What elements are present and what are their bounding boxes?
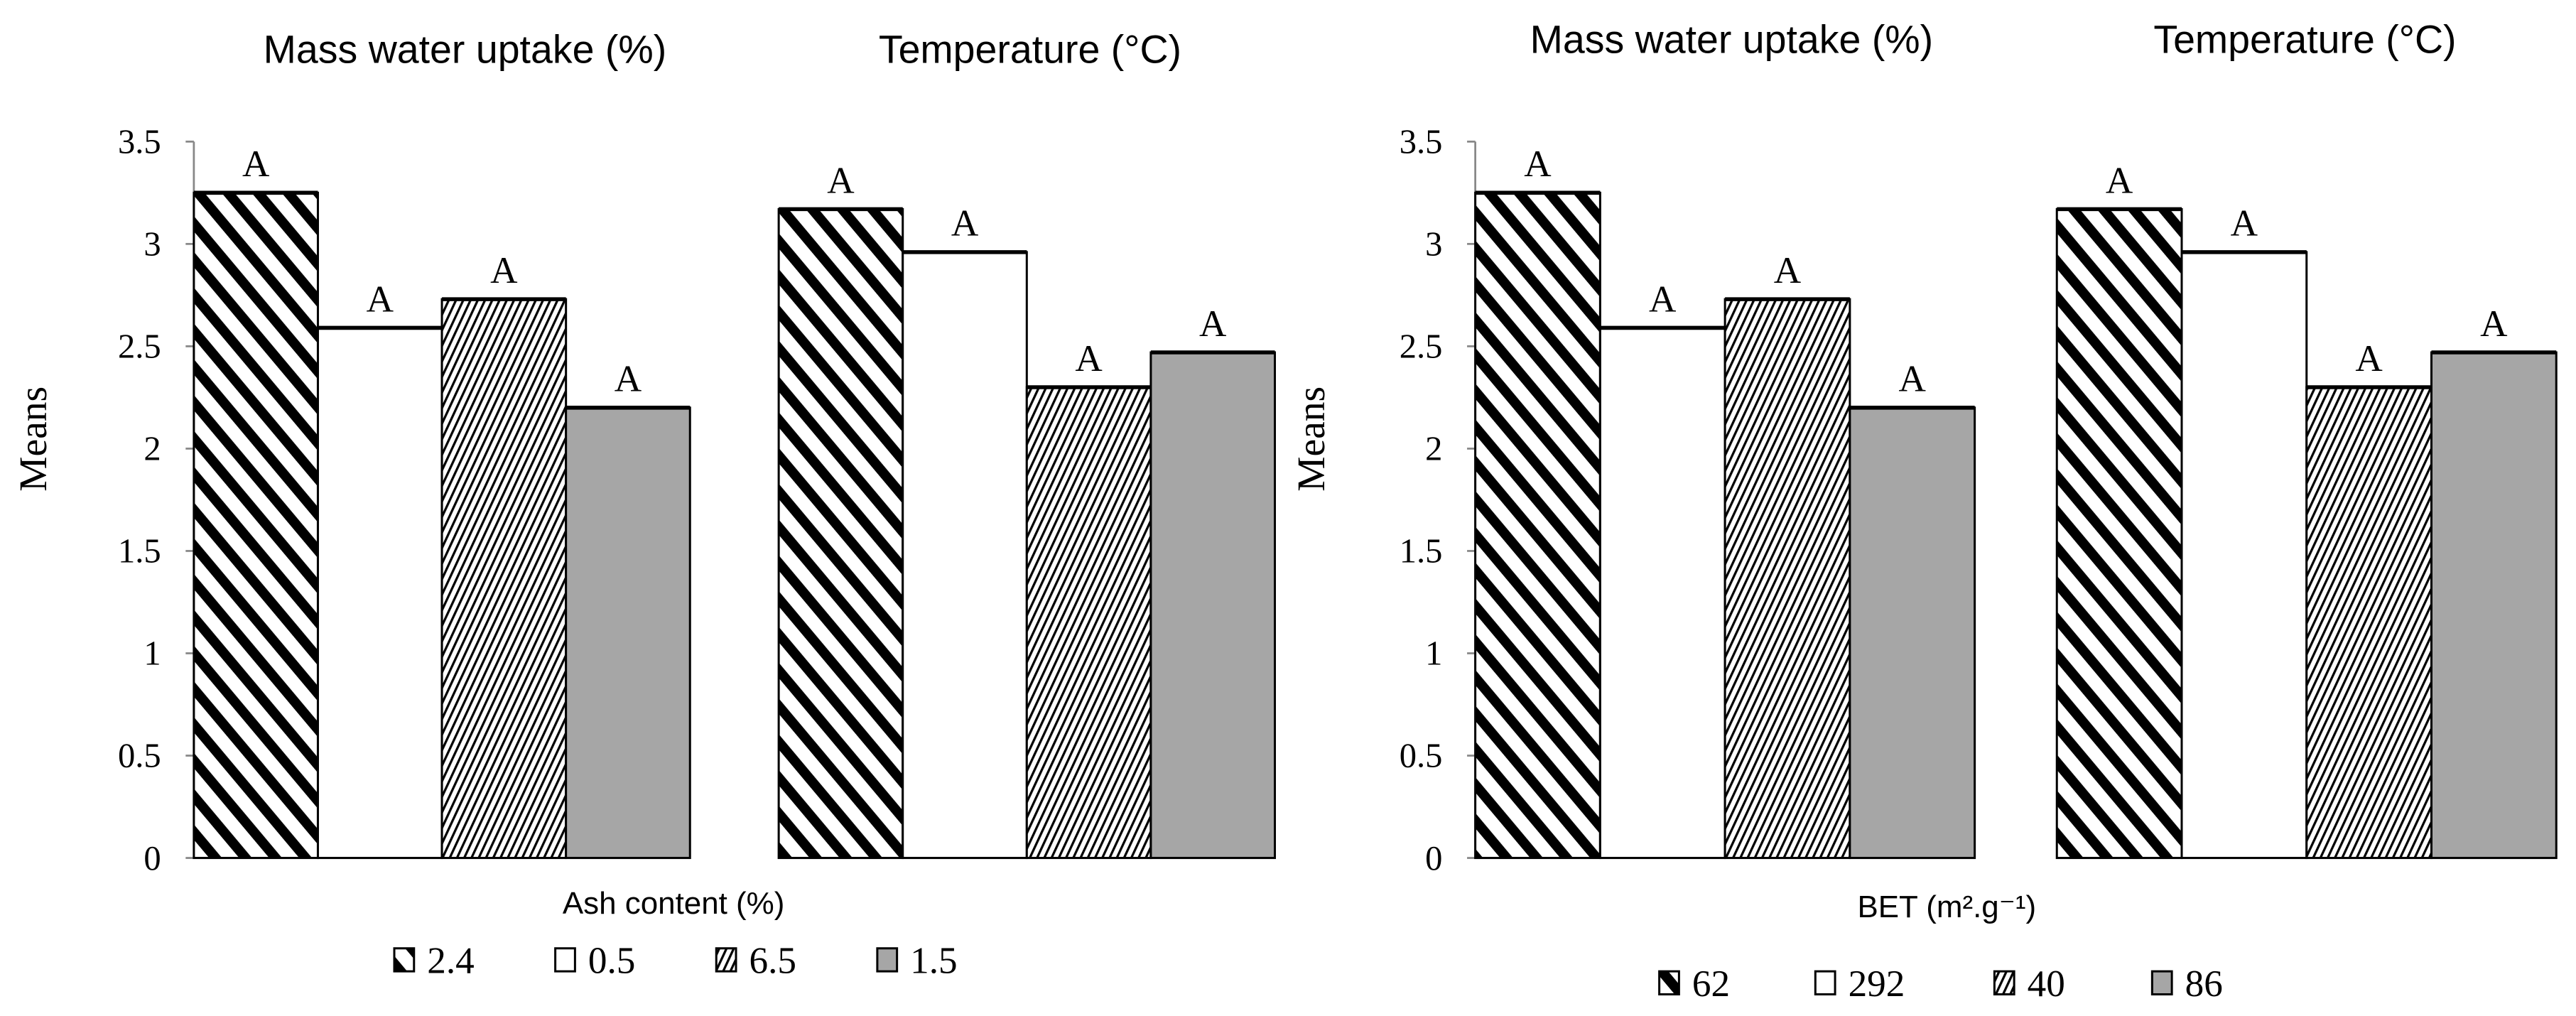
y-tick-label: 3.5 (1400, 123, 1443, 161)
legend-label: 86 (2185, 963, 2223, 1005)
significance-label: A (1524, 143, 1552, 185)
legend: 2.4 0.5 6.5 1.5 (393, 939, 958, 981)
significance-label: A (1899, 358, 1927, 400)
bar-6.5 (440, 298, 568, 860)
y-tick-label: 1.5 (1400, 532, 1443, 571)
legend-label: 6.5 (749, 939, 796, 981)
legend-label: 292 (1849, 963, 1905, 1005)
significance-label: A (951, 202, 979, 244)
significance-label: A (1199, 303, 1227, 345)
legend-swatch-fine-diagonal (715, 947, 737, 973)
y-tick-label: 1.5 (118, 532, 161, 571)
category-title: Temperature (°C) (2153, 17, 2456, 61)
legend-swatch-gray (876, 947, 899, 973)
y-tick-label: 0 (144, 839, 161, 877)
significance-label: A (2231, 202, 2258, 244)
legend-swatch-white (1814, 970, 1836, 996)
y-tick-label: 3.5 (118, 123, 161, 161)
bar-86 (2430, 351, 2558, 860)
bar-1.5 (1149, 351, 1277, 860)
legend-label: 2.4 (427, 939, 474, 981)
category-title: Mass water uptake (%) (1530, 17, 1934, 61)
category-title: Temperature (°C) (879, 27, 1181, 71)
bar-62 (1474, 191, 1601, 860)
significance-label: A (2355, 337, 2383, 379)
y-axis-label: Means (1290, 387, 1333, 492)
bar-62 (2055, 207, 2183, 860)
bar-2.4 (193, 191, 319, 860)
significance-label: A (242, 143, 270, 185)
x-axis-label: Ash content (%) (563, 886, 784, 921)
bar-0.5 (902, 251, 1028, 860)
bar-0.5 (316, 326, 443, 860)
y-tick-label: 1 (144, 634, 161, 673)
y-tick-label: 3 (144, 225, 161, 264)
bar-2.4 (777, 207, 904, 860)
chart-panel-2: 0 0.5 1 1.5 2 2.5 3 3.5 Means Mass water uptake (… (1290, 17, 2558, 1005)
legend-label: 62 (1692, 963, 1730, 1005)
bar-6.5 (1025, 386, 1152, 860)
legend-swatch-fine-diagonal (1993, 970, 2015, 996)
legend-label: 1.5 (910, 939, 957, 981)
legend: 62 292 40 86 (1658, 963, 2223, 1005)
bar-40 (1723, 298, 1851, 860)
category-title: Mass water uptake (%) (264, 27, 667, 71)
legend-swatch-gray (2150, 970, 2173, 996)
y-tick-label: 0 (1425, 839, 1442, 877)
y-tick-label: 2.5 (1400, 328, 1443, 366)
y-tick-label: 2 (1425, 430, 1442, 468)
bar-292 (1598, 326, 1726, 860)
significance-label: A (367, 278, 394, 320)
significance-label: A (1774, 249, 1802, 291)
bar-292 (2180, 251, 2308, 860)
significance-label: A (490, 249, 518, 291)
bar-86 (1849, 406, 1976, 860)
bar-1.5 (565, 406, 691, 860)
significance-label: A (615, 358, 642, 400)
significance-label: A (1649, 278, 1677, 320)
significance-label: A (2480, 303, 2508, 345)
y-tick-label: 0.5 (118, 737, 161, 775)
significance-label: A (1075, 337, 1103, 379)
chart-panel-1: 0 0.5 1 1.5 2 2.5 3 3.5 Means Mass water uptake (… (12, 27, 1277, 981)
y-tick-label: 0.5 (1400, 737, 1443, 775)
legend-swatch-white (554, 947, 576, 973)
y-tick-label: 1 (1425, 634, 1442, 673)
y-axis-label: Means (12, 387, 55, 492)
y-tick-label: 2.5 (118, 328, 161, 366)
y-tick-label: 2 (144, 430, 161, 468)
x-axis-label: BET (m².g⁻¹) (1857, 890, 2036, 924)
legend-label: 0.5 (588, 939, 635, 981)
significance-label: A (2106, 159, 2133, 201)
significance-label: A (827, 159, 855, 201)
legend-label: 40 (2028, 963, 2065, 1005)
legend-swatch-wide-diagonal (1658, 970, 1680, 996)
bar-40 (2305, 386, 2433, 860)
legend-swatch-wide-diagonal (393, 947, 416, 973)
y-tick-label: 3 (1425, 225, 1442, 264)
